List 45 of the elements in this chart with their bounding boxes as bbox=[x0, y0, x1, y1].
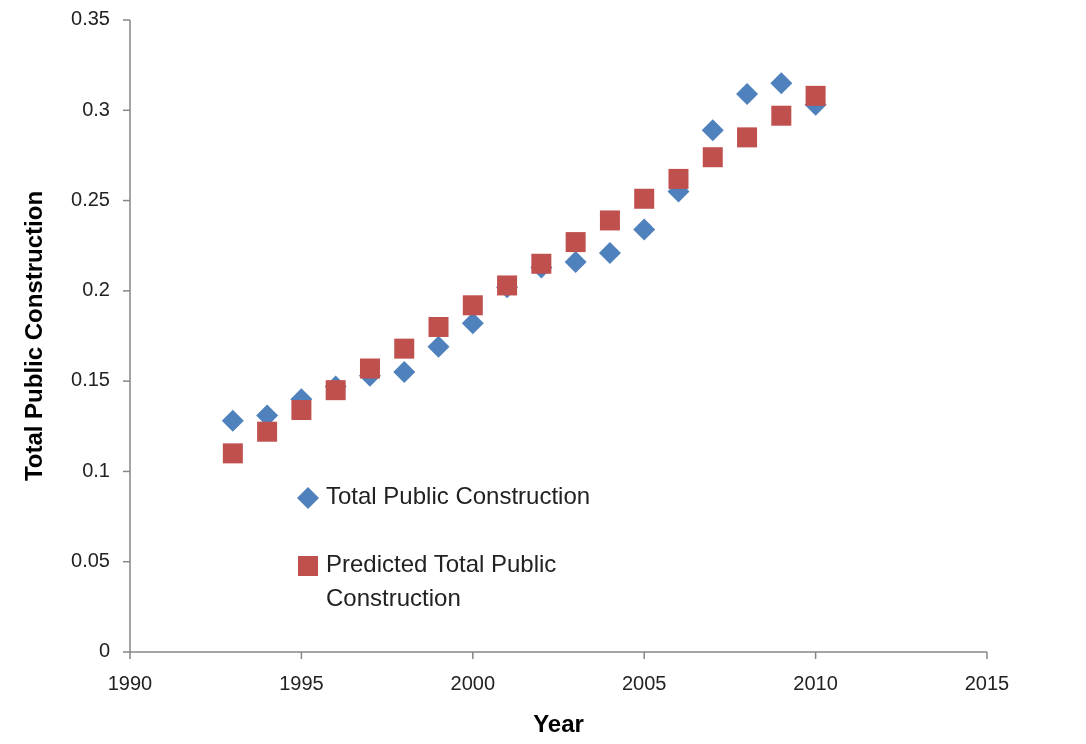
x-tick-label: 2015 bbox=[964, 672, 1010, 694]
y-tick-label: 0.2 bbox=[82, 278, 110, 301]
point bbox=[325, 380, 346, 401]
point bbox=[461, 312, 484, 335]
y-tick-label: 0.35 bbox=[71, 7, 110, 30]
point bbox=[771, 105, 792, 126]
point bbox=[531, 253, 552, 274]
point bbox=[221, 409, 244, 432]
point bbox=[702, 147, 723, 168]
point bbox=[737, 127, 758, 148]
x-axis-title: Year bbox=[533, 710, 584, 737]
y-axis-title: Total Public Construction bbox=[20, 190, 47, 482]
point bbox=[701, 119, 724, 142]
point bbox=[805, 85, 826, 106]
x-tick-label: 2000 bbox=[450, 672, 496, 694]
point bbox=[393, 361, 416, 384]
point bbox=[565, 232, 586, 253]
point bbox=[598, 241, 621, 264]
legend-label: Total Public Construction bbox=[326, 482, 591, 510]
point bbox=[222, 443, 243, 464]
legend-label: Predicted Total Public Construction bbox=[326, 550, 557, 612]
point bbox=[427, 335, 450, 358]
point bbox=[564, 250, 587, 273]
x-tick-label: 1990 bbox=[107, 672, 153, 694]
y-tick-label: 0.25 bbox=[71, 187, 110, 210]
point bbox=[599, 210, 620, 231]
point bbox=[462, 295, 483, 316]
x-tick-label: 2005 bbox=[621, 672, 667, 694]
point bbox=[633, 218, 656, 241]
y-tick-label: 0.15 bbox=[71, 368, 110, 391]
point bbox=[394, 338, 415, 359]
point bbox=[668, 168, 689, 189]
y-tick-label: 0 bbox=[98, 639, 110, 662]
point bbox=[359, 358, 380, 379]
x-tick-label: 2010 bbox=[793, 672, 838, 694]
y-tick-label: 0.3 bbox=[82, 97, 110, 120]
y-tick-label: 0.05 bbox=[71, 549, 110, 571]
point bbox=[428, 316, 449, 337]
point bbox=[634, 188, 655, 209]
point bbox=[736, 83, 759, 106]
y-tick-label: 0.1 bbox=[82, 458, 110, 481]
point bbox=[257, 421, 278, 442]
point bbox=[291, 400, 312, 421]
point bbox=[770, 72, 793, 95]
x-tick-label: 1995 bbox=[279, 672, 324, 694]
